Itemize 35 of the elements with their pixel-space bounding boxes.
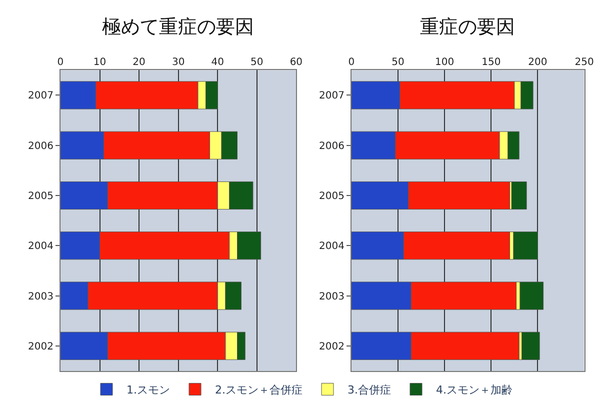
legend-label: 2.スモン＋合併症 — [215, 384, 302, 397]
x-tick-label: 50 — [250, 57, 264, 68]
x-tick-label: 30 — [172, 57, 185, 68]
y-tick-label: 2006 — [28, 140, 54, 152]
x-tick-label: 200 — [528, 57, 548, 68]
y-tick-label: 2007 — [28, 90, 54, 102]
y-tick-label: 2007 — [319, 90, 344, 102]
y-tick-label: 2003 — [319, 291, 344, 302]
chart-title: 重症の要因 — [420, 16, 515, 38]
y-tick-label: 2002 — [28, 341, 54, 352]
legend-label: 1.スモン — [126, 384, 170, 397]
y-tick-label: 2006 — [319, 140, 344, 152]
x-tick-label: 150 — [482, 57, 501, 68]
y-tick-label: 2005 — [319, 190, 344, 202]
x-tick-label: 20 — [132, 57, 146, 68]
bar — [513, 232, 538, 260]
x-tick-label: 0 — [348, 57, 355, 68]
bar — [511, 181, 527, 210]
chart-title: 極めて重症の要因 — [102, 16, 254, 38]
x-tick-label: 250 — [574, 57, 594, 68]
y-tick-label: 2003 — [28, 291, 54, 302]
y-tick-label: 2005 — [28, 190, 54, 202]
y-tick-label: 2004 — [319, 241, 344, 252]
legend-label: 3.合併症 — [348, 384, 391, 397]
x-tick-label: 50 — [392, 57, 404, 68]
x-tick-label: 60 — [290, 57, 303, 68]
x-tick-label: 10 — [93, 57, 106, 68]
legend-label: 4.スモン＋加齢 — [436, 384, 512, 397]
bar — [522, 332, 540, 360]
y-tick-label: 2002 — [319, 341, 344, 352]
x-tick-label: 40 — [211, 57, 224, 68]
bar — [520, 282, 544, 310]
y-tick-label: 2004 — [28, 241, 54, 252]
x-tick-label: 0 — [57, 57, 64, 68]
x-tick-label: 100 — [435, 57, 454, 68]
